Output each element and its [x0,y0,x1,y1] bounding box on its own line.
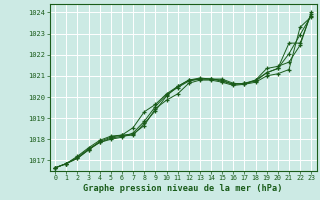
X-axis label: Graphe pression niveau de la mer (hPa): Graphe pression niveau de la mer (hPa) [84,184,283,193]
